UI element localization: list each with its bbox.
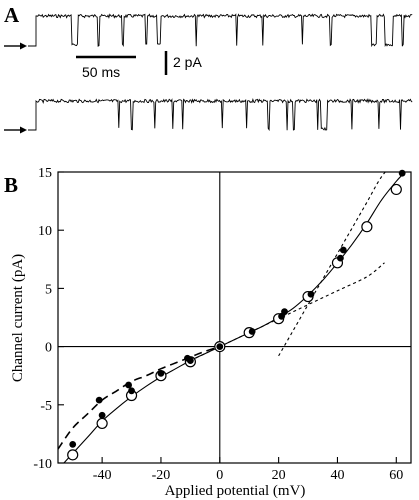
filled-circle-point [398, 169, 406, 177]
iv-plot: -40 -20 0 20 40 60 -10 -5 0 5 10 15 [33, 166, 412, 483]
x-tick-label: -40 [93, 468, 112, 483]
data-points-layer [67, 169, 406, 461]
x-tick-label: 0 [216, 468, 223, 483]
panel-b: B -40 -20 0 20 40 60 -10 -5 0 5 10 15 Applied poten… [4, 166, 412, 499]
filled-circle-point [337, 254, 344, 262]
y-tick-label: -10 [33, 457, 52, 472]
filled-circle-point [125, 381, 132, 389]
filled-circle-point [157, 369, 165, 377]
single-channel-trace-2 [28, 98, 413, 132]
trace-1-arrow-icon [4, 42, 27, 50]
open-circle-point [390, 183, 402, 196]
y-tick-label: 15 [38, 166, 52, 181]
x-tick-label: -20 [152, 468, 171, 483]
filled-circle-point [281, 308, 288, 316]
filled-circle-point [69, 440, 77, 448]
filled-circle-point [95, 396, 103, 404]
fit-curves-layer [58, 172, 406, 463]
open-circle-point [96, 417, 108, 430]
filled-circle-point [186, 357, 194, 364]
plot-frame [57, 171, 412, 464]
ticks-layer: -40 -20 0 20 40 60 -10 -5 0 5 10 15 [33, 166, 403, 483]
x-tick-label: 60 [389, 468, 403, 483]
y-tick-label: 5 [45, 282, 52, 297]
panel-a: A 50 ms 2 pA [4, 3, 413, 134]
current-scale-label: 2 pA [173, 54, 202, 70]
x-axis-title: Applied potential (mV) [165, 483, 306, 499]
filled-circle-point [307, 290, 315, 298]
filled-circle-point [216, 343, 224, 350]
filled-circle-point [339, 246, 347, 254]
single-channel-trace-1 [28, 13, 413, 48]
panel-b-letter: B [4, 173, 18, 197]
x-tick-label: 20 [272, 468, 286, 483]
fit-curve-dotted [190, 262, 385, 362]
axes-layer [58, 172, 411, 463]
time-scale-label: 50 ms [82, 64, 120, 80]
fit-curve-solid [63, 172, 406, 463]
panel-a-letter: A [4, 3, 20, 27]
filled-circle-point [98, 411, 106, 419]
trace-2-arrow-icon [4, 126, 27, 134]
y-tick-label: 0 [45, 341, 52, 356]
fit-curve-dotted [278, 172, 386, 357]
open-circle-point [361, 221, 373, 233]
y-tick-label: 10 [38, 224, 52, 239]
filled-circle-point [248, 328, 256, 335]
x-tick-label: 40 [330, 468, 344, 483]
y-axis-title: Channel current (pA) [10, 254, 26, 382]
y-tick-label: -5 [40, 399, 52, 414]
filled-circle-point [128, 387, 135, 395]
open-circle-point [67, 449, 79, 461]
fit-curve-dashed [58, 345, 221, 450]
